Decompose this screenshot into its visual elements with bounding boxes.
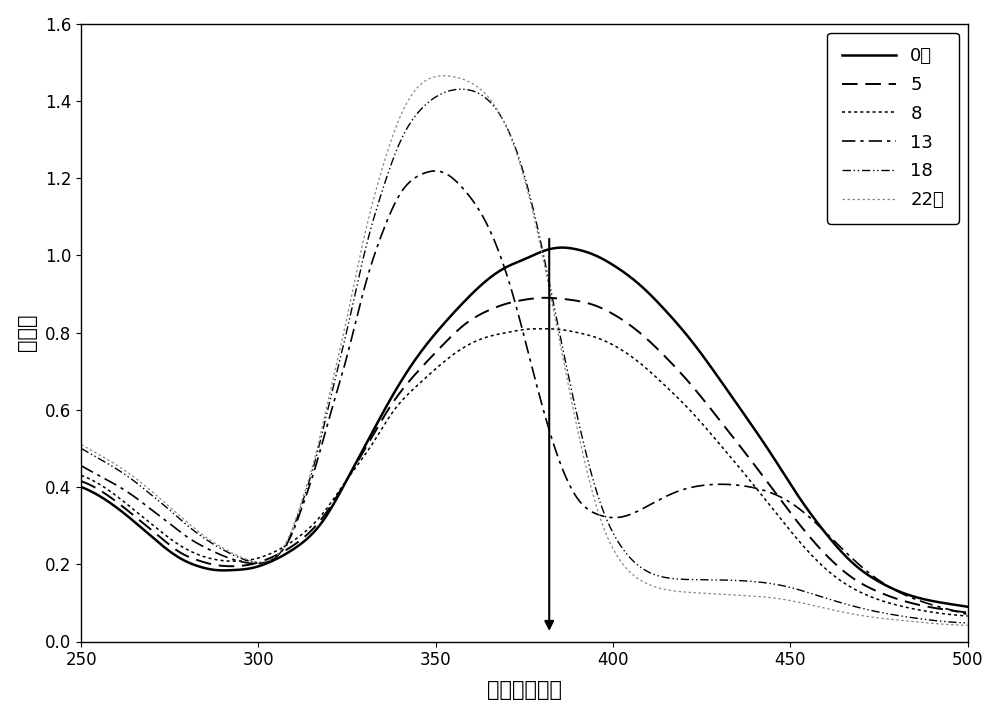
22秒 xyxy=(840,608,852,617)
Legend: 0秒, 5, 8, 13, 18, 22秒: 0秒, 5, 8, 13, 18, 22秒 xyxy=(827,33,959,224)
Line: 22秒: 22秒 xyxy=(81,76,968,625)
5 xyxy=(539,293,551,302)
8 xyxy=(75,471,87,480)
0秒 xyxy=(591,252,603,260)
0秒 xyxy=(749,425,761,434)
0秒 xyxy=(556,243,568,252)
0秒 xyxy=(840,552,852,561)
22秒 xyxy=(614,556,626,565)
18 xyxy=(75,444,87,452)
0秒 xyxy=(641,287,653,295)
5 xyxy=(641,335,653,343)
Y-axis label: 吸光度: 吸光度 xyxy=(17,314,37,351)
22秒 xyxy=(962,621,974,630)
0秒 xyxy=(962,602,974,611)
8 xyxy=(591,333,603,342)
5 xyxy=(75,477,87,485)
13 xyxy=(75,462,87,470)
13 xyxy=(840,548,852,556)
Line: 0秒: 0秒 xyxy=(81,247,968,607)
8 xyxy=(614,345,626,353)
13 xyxy=(614,513,626,521)
8 xyxy=(641,365,653,374)
13 xyxy=(429,166,441,175)
5 xyxy=(614,314,626,323)
5 xyxy=(749,461,761,470)
0秒 xyxy=(614,265,626,274)
8 xyxy=(130,507,142,516)
18 xyxy=(749,577,761,586)
22秒 xyxy=(130,474,142,483)
8 xyxy=(536,324,548,333)
8 xyxy=(840,579,852,588)
22秒 xyxy=(438,72,450,80)
8 xyxy=(962,612,974,620)
Line: 8: 8 xyxy=(81,328,968,616)
0秒 xyxy=(130,518,142,527)
13 xyxy=(130,493,142,502)
18 xyxy=(614,541,626,550)
5 xyxy=(130,513,142,521)
5 xyxy=(591,302,603,310)
Line: 5: 5 xyxy=(81,298,968,612)
Line: 13: 13 xyxy=(81,171,968,614)
22秒 xyxy=(641,579,653,588)
13 xyxy=(962,610,974,619)
13 xyxy=(641,502,653,511)
22秒 xyxy=(75,440,87,449)
Line: 18: 18 xyxy=(81,89,968,623)
13 xyxy=(591,510,603,518)
8 xyxy=(749,482,761,490)
22秒 xyxy=(591,504,603,513)
5 xyxy=(840,569,852,577)
18 xyxy=(641,567,653,576)
18 xyxy=(962,619,974,627)
18 xyxy=(840,599,852,608)
22秒 xyxy=(749,592,761,601)
X-axis label: 波长（纳米）: 波长（纳米） xyxy=(487,680,562,701)
18 xyxy=(130,478,142,486)
18 xyxy=(591,489,603,498)
13 xyxy=(749,484,761,493)
0秒 xyxy=(75,483,87,491)
18 xyxy=(455,85,467,93)
5 xyxy=(962,608,974,617)
